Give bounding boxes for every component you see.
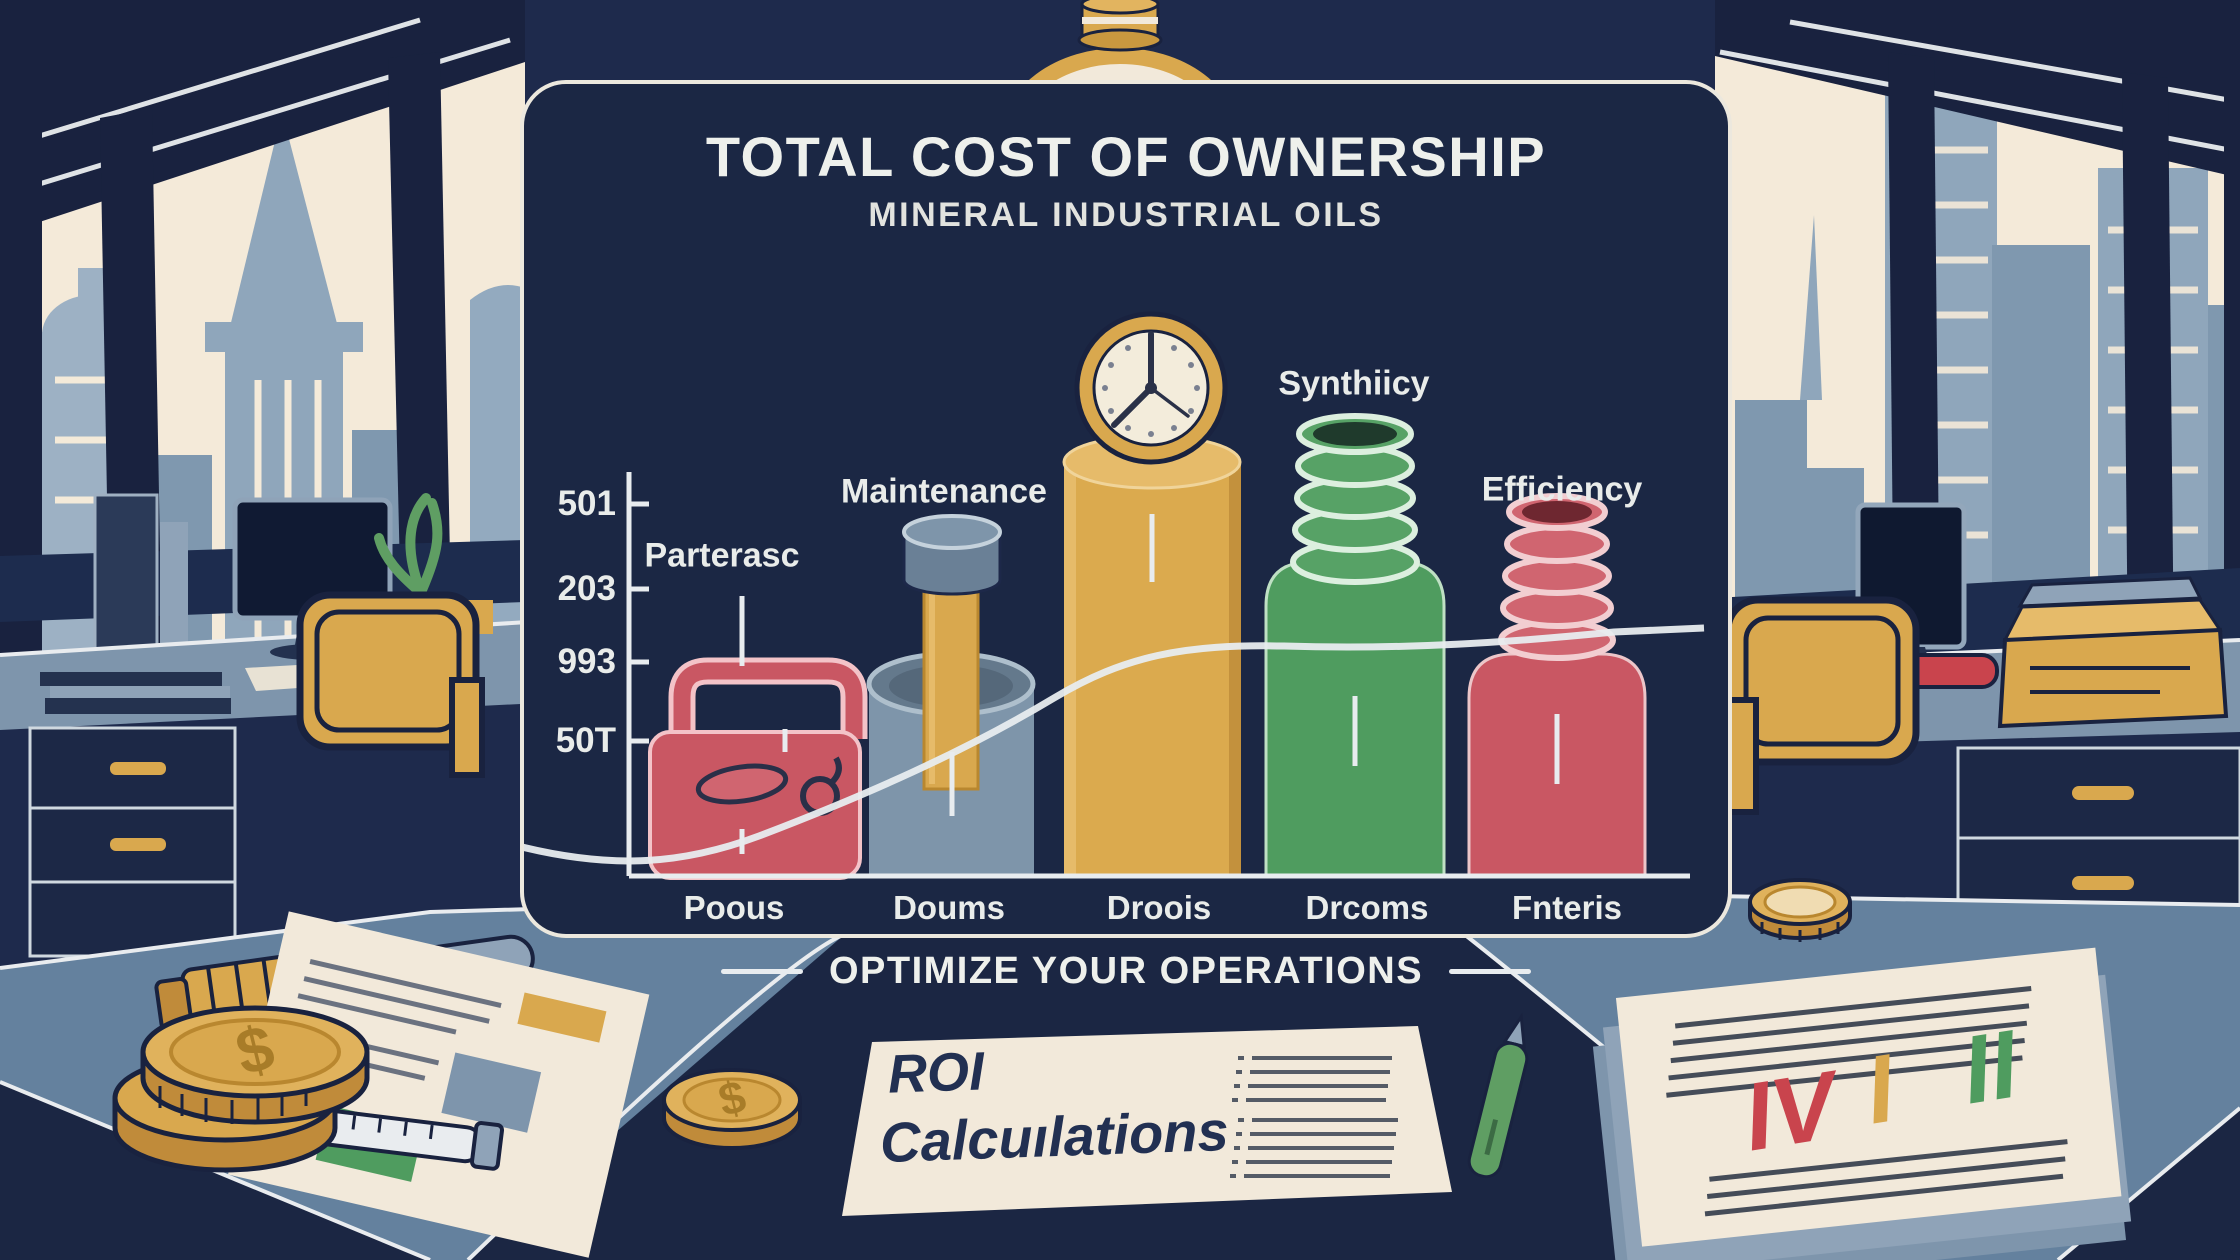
paper-gold-block	[517, 992, 607, 1043]
drawer-handle	[2072, 876, 2134, 890]
tco-bar-chart	[524, 311, 1705, 880]
roi-paper-lines	[1244, 1056, 1398, 1178]
x-category-label: Drcoms	[1305, 889, 1429, 926]
x-category-label: Doums	[893, 889, 1005, 926]
footer-strapline: OPTIMIZE YOUR OPERATIONS	[520, 946, 1732, 996]
roi-paper	[842, 1026, 1452, 1216]
coin-single	[662, 1068, 802, 1150]
book-stack	[40, 672, 231, 714]
window-mullion-right-2	[2122, 72, 2174, 665]
coin-beside-panel	[1748, 878, 1852, 942]
footer-dash-right	[1449, 968, 1532, 974]
trend-line	[524, 624, 1705, 865]
x-category-label: Poous	[683, 889, 785, 926]
axes	[626, 472, 1690, 879]
drawer-handle	[110, 762, 166, 775]
panel-subtitle: MINERAL INDUSTRIAL OILS	[868, 196, 1384, 234]
paper-blue-block	[441, 1052, 542, 1133]
clock-hand-hour	[1111, 385, 1154, 428]
report-paper-left	[228, 911, 650, 1258]
pen	[1467, 1012, 1529, 1179]
drawer-handle	[110, 838, 166, 851]
x-category-label: Fnteris	[1511, 889, 1623, 926]
bar-cylinder	[866, 514, 1036, 876]
coil-neck-red	[1498, 493, 1616, 661]
documents-right	[1592, 947, 2132, 1260]
rod-cap	[902, 514, 1002, 596]
bar-green-bottle	[1264, 413, 1446, 878]
tape-measure	[299, 1107, 505, 1171]
window-frame-top-right	[1715, 0, 2240, 178]
y-tick-label: 203	[557, 569, 616, 608]
bar-annotation: Efficiency	[1481, 470, 1643, 509]
footer-text: OPTIMIZE YOUR OPERATIONS	[828, 949, 1424, 992]
bar-annotation: Synthiicy	[1278, 364, 1430, 403]
roi-subheading: Calcuılations	[879, 1098, 1230, 1175]
chair-right	[1724, 596, 1920, 815]
x-category-label: Droois	[1106, 889, 1212, 926]
doc-lines-top	[1666, 986, 2032, 1098]
bar-gold-column	[1062, 311, 1242, 876]
footer-dash-left	[720, 968, 803, 974]
clock-hand-second	[1149, 386, 1190, 418]
bar-annotation: Maintenance	[841, 472, 1047, 511]
desk-left	[0, 493, 600, 958]
window-right	[1715, 0, 2240, 672]
panel-title: TOTAL COST OF OWNERSHIP	[705, 125, 1547, 188]
roi-heading: ROI	[886, 1041, 986, 1105]
tco-panel: TOTAL COST OF OWNERSHIP MINERAL INDUSTRI…	[520, 80, 1732, 938]
coil-neck-green	[1290, 413, 1420, 585]
drawer-unit-left	[28, 726, 237, 958]
y-tick-label: 50T	[555, 721, 616, 760]
bar-jerry-can	[648, 657, 868, 880]
coin-stack	[112, 1005, 370, 1173]
bar-red-bottle	[1467, 493, 1647, 878]
clock	[1074, 311, 1228, 465]
drawer-handle	[2072, 786, 2134, 800]
doc-lines-bottom	[1704, 1139, 2068, 1217]
document-mark-iv: IV	[1736, 1051, 1844, 1172]
y-tick-label: 501	[557, 484, 616, 523]
printer	[1997, 576, 2229, 729]
chair-left	[296, 591, 485, 778]
y-axis-ticks	[629, 501, 649, 744]
bar-annotation: Parterasc	[644, 536, 800, 575]
y-tick-label: 993	[557, 642, 616, 681]
